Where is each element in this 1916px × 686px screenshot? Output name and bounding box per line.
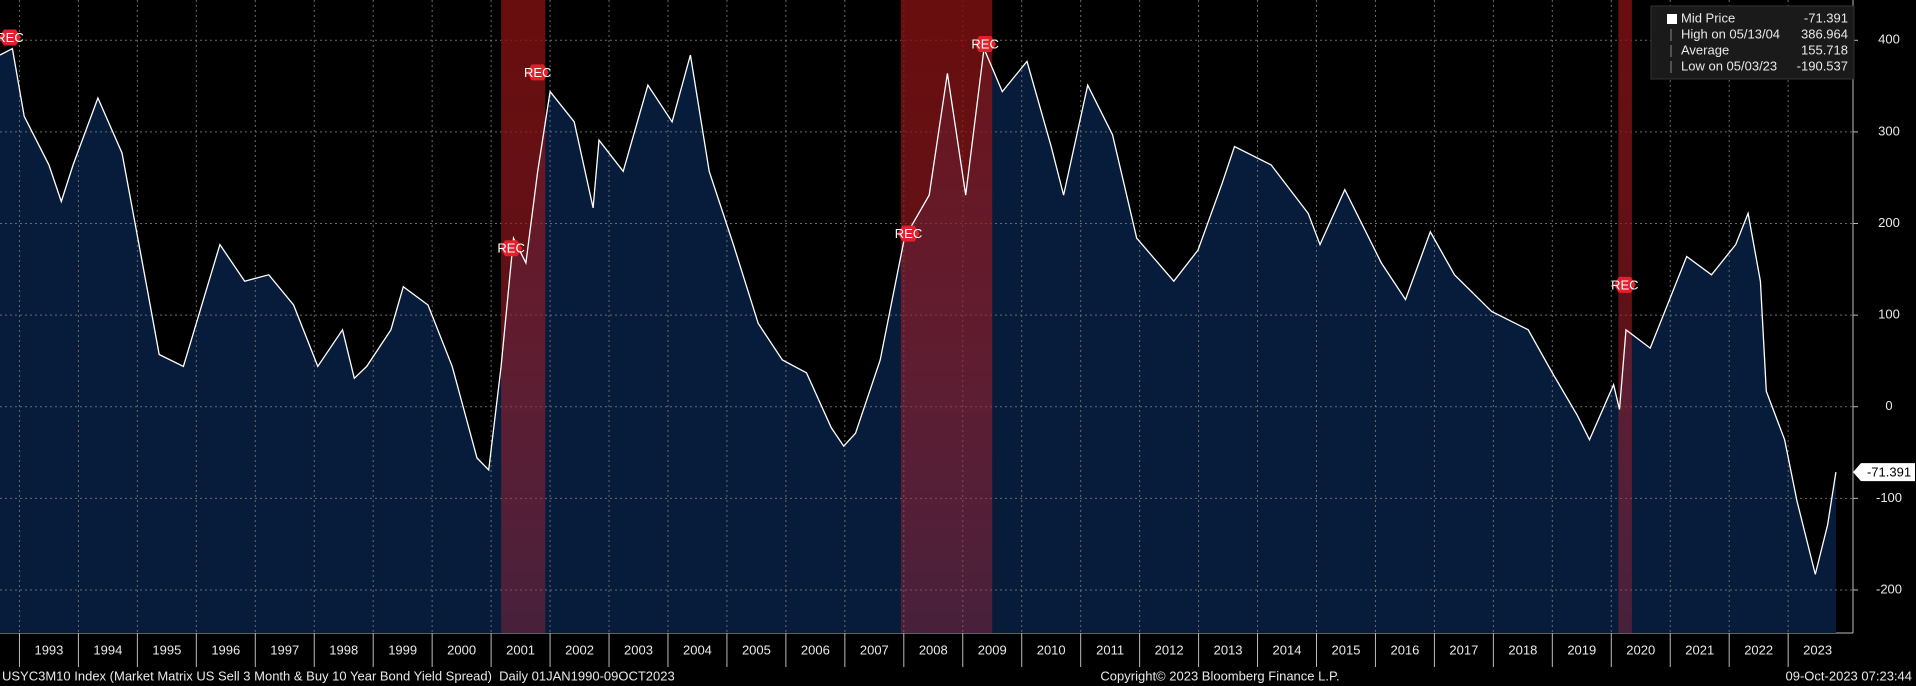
x-tick-label: 2011 [1096,642,1124,657]
legend-label: Average [1681,42,1729,57]
x-tick-label: 2016 [1390,642,1419,657]
rec-marker: REC [895,225,922,242]
rec-label: REC [971,36,998,51]
footer-left: USYC3M10 Index (Market Matrix US Sell 3 … [2,668,675,683]
legend-label: Mid Price [1681,10,1735,25]
footer-center: Copyright© 2023 Bloomberg Finance L.P. [1100,668,1339,683]
y-tick-label: 300 [1878,123,1900,138]
x-tick-label: 2020 [1626,642,1655,657]
legend-swatch [1667,14,1677,24]
last-price-box [1853,463,1915,482]
x-tick-label: 2014 [1273,642,1302,657]
y-tick-label: 100 [1878,307,1900,322]
rec-badge [0,29,21,46]
x-tick-label: 1999 [388,642,417,657]
rec-badge [1613,276,1636,293]
x-tick-label: 2002 [565,642,594,657]
rec-label: REC [1611,277,1638,292]
y-tick-label: -100 [1876,490,1902,505]
y-tick-label: 400 [1878,32,1900,47]
rec-badge [897,225,920,242]
x-tick-label: 2009 [978,642,1007,657]
last-price-label: -71.391 [1867,465,1911,480]
x-tick-label: 2018 [1508,642,1537,657]
footer-right: 09-Oct-2023 07:23:44 [1786,668,1912,683]
x-tick-label: 2005 [742,642,771,657]
x-tick-label: 2022 [1744,642,1773,657]
x-tick-label: 1995 [152,642,181,657]
rec-marker: REC [1611,276,1639,293]
x-tick-label: 1993 [34,642,63,657]
x-tick-label: 1996 [211,642,240,657]
x-tick-label: 2021 [1685,642,1714,657]
rec-label: REC [524,65,551,80]
rec-label: REC [497,241,524,256]
legend-value: -71.391 [1804,10,1848,25]
x-tick-label: 2017 [1449,642,1478,657]
rec-label: REC [895,226,922,241]
legend-value: 386.964 [1801,26,1848,41]
rec-marker: REC [497,240,525,257]
rec-badge [974,35,997,52]
rec-marker: REC [524,64,551,81]
legend-box [1650,5,1855,80]
rec-label: REC [0,30,24,45]
legend-value: 155.718 [1801,42,1848,57]
rec-marker: REC [971,35,999,52]
recession-band [501,0,546,633]
x-tick-label: 2013 [1214,642,1243,657]
x-tick-label: 2003 [624,642,653,657]
rec-marker: REC [0,29,24,46]
recession-band [1618,0,1632,633]
rec-badge [500,240,523,257]
x-tick-label: 2019 [1567,642,1596,657]
y-tick-label: 200 [1878,215,1900,230]
x-tick-label: 1994 [93,642,122,657]
x-tick-label: 2004 [683,642,712,657]
x-tick-label: 2001 [506,642,535,657]
x-tick-label: 2015 [1332,642,1361,657]
x-tick-label: 2000 [447,642,476,657]
x-tick-label: 2023 [1803,642,1832,657]
y-tick-label: -200 [1876,581,1902,596]
line [0,46,1837,575]
x-tick-label: 2006 [801,642,830,657]
x-tick-label: 2012 [1155,642,1184,657]
x-tick-label: 1997 [270,642,299,657]
x-tick-label: 2010 [1037,642,1066,657]
legend-label: Low on 05/03/23 [1681,58,1777,73]
legend-label: High on 05/13/04 [1681,26,1780,41]
x-tick-label: 2007 [860,642,889,657]
y-tick-label: 0 [1885,398,1892,413]
rec-badge [526,64,549,81]
legend-value: -190.537 [1797,58,1848,73]
x-tick-label: 1998 [329,642,358,657]
x-tick-label: 2008 [919,642,948,657]
